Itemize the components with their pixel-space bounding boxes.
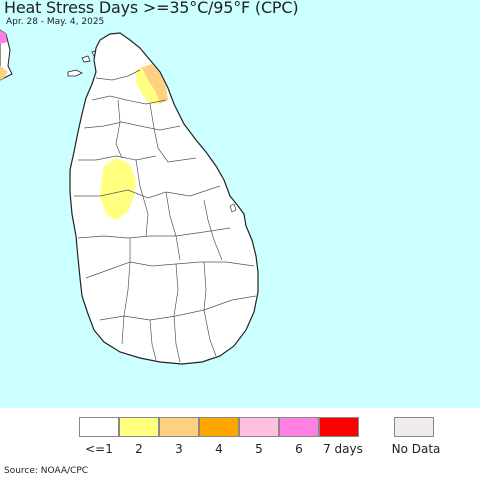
legend-swatch-6 (279, 417, 319, 437)
mannar-island (67, 69, 83, 77)
heat-patch-west-yellow (100, 158, 136, 220)
legend-label-3: 3 (175, 442, 183, 456)
legend-label-4: 4 (215, 442, 223, 456)
legend-label-1: <=1 (85, 442, 113, 456)
map-svg (0, 0, 480, 408)
legend: <=1 2 3 4 5 6 7 days No Data (0, 408, 480, 462)
heat-patch-northeast-yellow (136, 68, 160, 104)
legend-swatch-4 (199, 417, 239, 437)
india-heat-patch-pink (0, 30, 7, 44)
map: Heat Stress Days >=35°C/95°F (CPC) Apr. … (0, 0, 480, 408)
sri-lanka-land (69, 32, 259, 365)
map-subtitle: Apr. 28 - May. 4, 2025 (6, 17, 105, 27)
legend-label-no-data: No Data (391, 442, 441, 456)
legend-swatch-7 (319, 417, 359, 437)
legend-swatch-1 (79, 417, 119, 437)
map-title: Heat Stress Days >=35°C/95°F (CPC) (4, 0, 299, 17)
legend-swatch-5 (239, 417, 279, 437)
legend-label-6: 6 (295, 442, 303, 456)
legend-swatch-3 (159, 417, 199, 437)
source-credit: Source: NOAA/CPC (4, 466, 89, 476)
delft-island (81, 55, 91, 63)
legend-swatch-2 (119, 417, 159, 437)
india-heat-patch-orange (0, 66, 8, 80)
islet-east (229, 203, 237, 213)
district-boundaries (74, 69, 257, 363)
legend-label-2: 2 (135, 442, 143, 456)
legend-swatch-no-data (394, 417, 434, 437)
legend-label-5: 5 (255, 442, 263, 456)
legend-label-7: 7 days (323, 442, 363, 456)
heat-patch-northeast-orange (140, 64, 168, 104)
